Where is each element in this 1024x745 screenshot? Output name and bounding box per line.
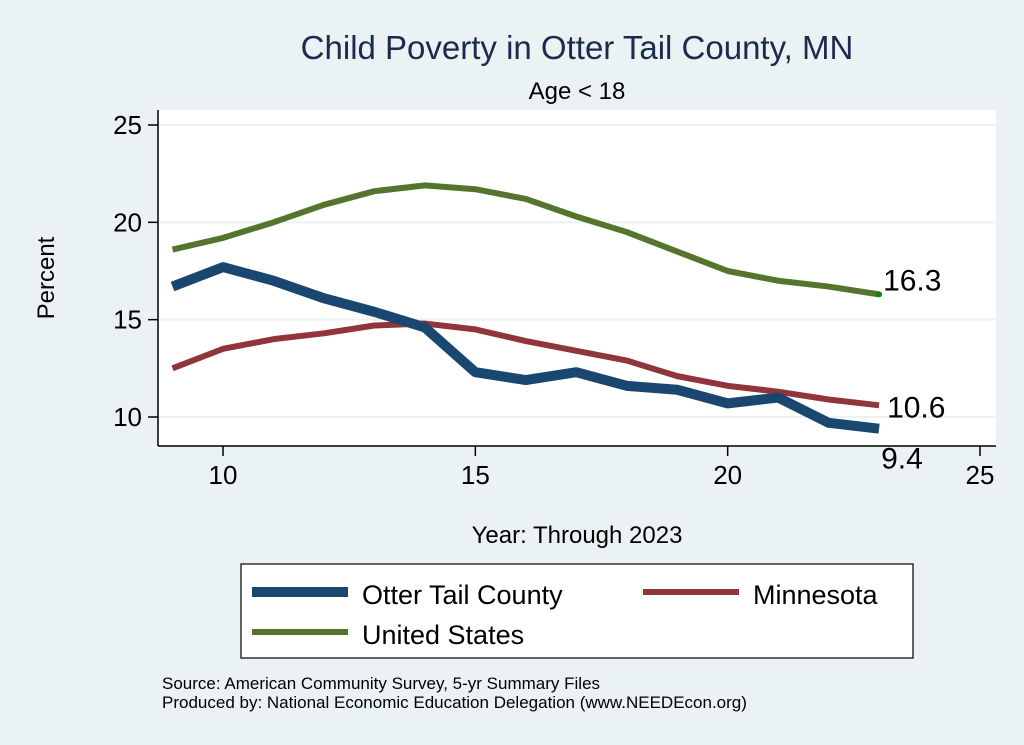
chart-subtitle: Age < 18 [529,78,626,105]
legend-label-united-states: United States [362,620,524,650]
y-ticks: 10 15 20 25 [113,110,158,432]
legend-box [240,563,914,659]
series-line-united-states [171,182,880,298]
plot-area [158,110,996,446]
end-labels: 9.4 10.6 16.3 [881,264,945,475]
y-tick-label: 10 [113,402,142,432]
producer-note: Produced by: National Economic Education… [162,693,747,712]
x-ticks: 10 15 20 25 [209,446,995,490]
gridlines [158,124,996,418]
x-tick-label: 25 [966,460,995,490]
end-label-otter-tail-county: 9.4 [881,443,923,476]
x-tick-label: 15 [461,460,490,490]
series-lines [170,182,883,434]
endpoint-marker [876,291,883,298]
y-tick-label: 20 [113,207,142,237]
series-line-minnesota [171,320,880,409]
series-line-otter-tail-county [170,262,880,434]
source-note: Source: American Community Survey, 5-yr … [162,674,600,693]
y-axis-label: Percent [33,236,60,319]
end-label-minnesota: 10.6 [887,391,945,424]
end-label-united-states: 16.3 [883,264,941,297]
x-tick-label: 20 [713,460,742,490]
x-axis-label: Year: Through 2023 [472,522,683,549]
legend-label-otter-tail: Otter Tail County [362,580,563,610]
y-tick-label: 15 [113,305,142,335]
legend: Otter Tail County Minnesota United State… [240,563,914,659]
chart-title: Child Poverty in Otter Tail County, MN [301,29,854,66]
y-tick-label: 25 [113,110,142,140]
x-tick-label: 10 [209,460,238,490]
legend-label-minnesota: Minnesota [753,580,879,610]
